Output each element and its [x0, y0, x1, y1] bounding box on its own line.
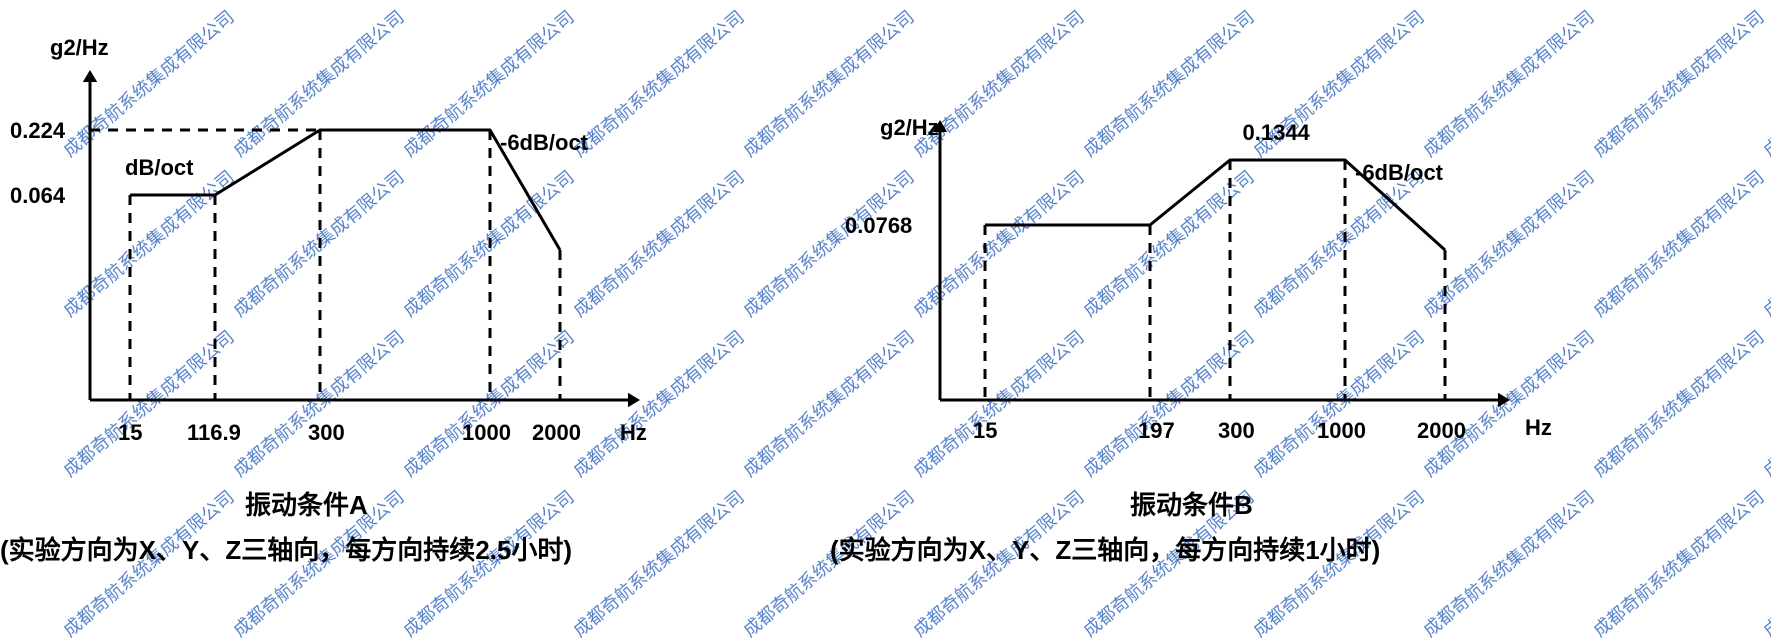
chartA-ytick-0: 0.224 [10, 118, 65, 144]
chartA-xtick-1: 116.9 [187, 420, 241, 446]
chartA-slope-left: dB/oct [125, 155, 193, 181]
chartA-slope-right: -6dB/oct [500, 130, 588, 156]
chartB-xtick-1: 197 [1138, 418, 1175, 444]
chartA-xtick-4: 2000 [532, 420, 581, 446]
chartB-top-value: 0.1344 [1243, 120, 1310, 146]
chartA-title: 振动条件A [245, 485, 368, 522]
chartB-xtick-0: 15 [973, 418, 997, 444]
chartA-ytick-1: 0.064 [10, 183, 65, 209]
chartB-title: 振动条件B [1130, 485, 1253, 522]
chartA-xtick-0: 15 [118, 420, 142, 446]
chartB-ytick-0: 0.0768 [845, 213, 912, 239]
chartB-xtick-4: 2000 [1417, 418, 1466, 444]
chartB-slope-right: -6dB/oct [1355, 160, 1443, 186]
chartA-caption: (实验方向为X、Y、Z三轴向，每方向持续2.5小时) [0, 530, 572, 567]
chartB-x-unit: Hz [1525, 415, 1552, 441]
chartA-x-unit: Hz [620, 420, 647, 446]
chartB-caption: (实验方向为X、Y、Z三轴向，每方向持续1小时) [830, 530, 1380, 567]
chartB-y-unit: g2/Hz [880, 115, 939, 141]
chartB-xtick-3: 1000 [1317, 418, 1366, 444]
chartB-xtick-2: 300 [1218, 418, 1255, 444]
chartA-y-unit: g2/Hz [50, 35, 109, 61]
chartA-xtick-3: 1000 [462, 420, 511, 446]
chartA-xtick-2: 300 [308, 420, 345, 446]
